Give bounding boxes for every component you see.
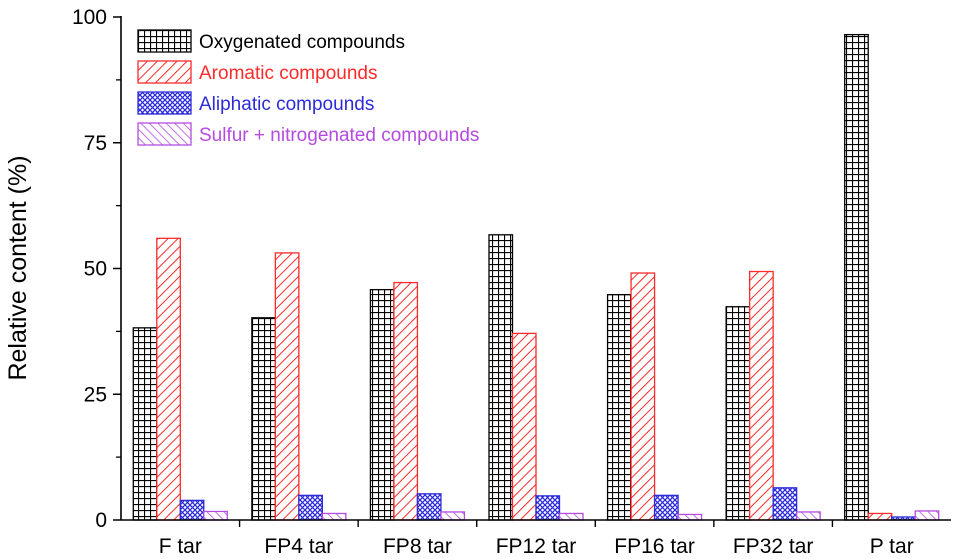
x-tick-label: FP32 tar	[733, 535, 814, 558]
bar-sulfur-nitrogenated-compounds-fp16-tar	[677, 513, 703, 521]
plot-area	[132, 33, 940, 521]
bar-aliphatic-compounds-fp16-tar	[653, 494, 679, 521]
bar-oxygenated-compounds-fp16-tar	[606, 294, 632, 521]
legend: Oxygenated compounds Aromatic compounds Al…	[137, 29, 479, 146]
legend-label: Sulfur + nitrogenated compounds	[199, 125, 479, 146]
legend-swatch	[137, 122, 192, 146]
x-tick-label: FP8 tar	[383, 535, 452, 558]
x-tick-label: FP12 tar	[496, 535, 577, 558]
bar-sulfur-nitrogenated-compounds-fp4-tar	[321, 512, 347, 521]
x-tick-label: FP4 tar	[264, 535, 333, 558]
bar-sulfur-nitrogenated-compounds-fp8-tar	[440, 511, 466, 521]
bar-oxygenated-compounds-fp8-tar	[369, 288, 395, 521]
bar-aromatic-compounds-fp4-tar	[274, 252, 300, 521]
y-axis-title: Relative content (%)	[4, 155, 32, 380]
x-tick-label: FP16 tar	[614, 535, 695, 558]
bar-aliphatic-compounds-fp32-tar	[772, 487, 798, 521]
legend-label: Oxygenated compounds	[199, 32, 405, 53]
bar-oxygenated-compounds-f-tar	[132, 327, 158, 521]
legend-swatch	[137, 91, 192, 115]
legend-swatch	[137, 29, 192, 53]
y-tick-label: 0	[95, 509, 107, 532]
x-tick-label: F tar	[159, 535, 202, 558]
bar-oxygenated-compounds-fp12-tar	[488, 234, 514, 521]
bar-aromatic-compounds-f-tar	[156, 237, 181, 521]
x-tick-label: P tar	[870, 535, 914, 558]
bar-aromatic-compounds-fp16-tar	[630, 272, 656, 521]
bar-aliphatic-compounds-fp12-tar	[535, 495, 561, 521]
bar-aliphatic-compounds-fp8-tar	[416, 493, 442, 521]
y-tick-label: 50	[84, 258, 107, 281]
bar-oxygenated-compounds-p-tar	[844, 33, 869, 521]
y-tick-label: 25	[84, 383, 107, 406]
legend-label: Aromatic compounds	[199, 63, 377, 84]
bar-aromatic-compounds-fp12-tar	[511, 332, 537, 521]
y-tick-label: 100	[72, 6, 107, 29]
legend-swatch	[137, 60, 192, 84]
legend-label: Aliphatic compounds	[199, 94, 374, 115]
bar-aromatic-compounds-p-tar	[867, 512, 893, 521]
bar-aromatic-compounds-fp32-tar	[748, 270, 774, 521]
y-tick-label: 75	[84, 132, 107, 155]
bar-aromatic-compounds-fp8-tar	[393, 281, 419, 521]
bar-sulfur-nitrogenated-compounds-p-tar	[914, 510, 940, 521]
bar-aliphatic-compounds-fp4-tar	[298, 494, 324, 521]
bar-oxygenated-compounds-fp4-tar	[251, 317, 277, 521]
axes: 0 25 50 75 100 F tar FP4 tar FP8 tar FP12 tar FP1…	[72, 6, 951, 558]
bar-sulfur-nitrogenated-compounds-fp32-tar	[795, 511, 821, 521]
bar-sulfur-nitrogenated-compounds-f-tar	[203, 510, 228, 521]
bar-oxygenated-compounds-fp32-tar	[725, 306, 751, 521]
bar-sulfur-nitrogenated-compounds-fp12-tar	[558, 512, 584, 521]
bar-aliphatic-compounds-f-tar	[179, 499, 205, 521]
